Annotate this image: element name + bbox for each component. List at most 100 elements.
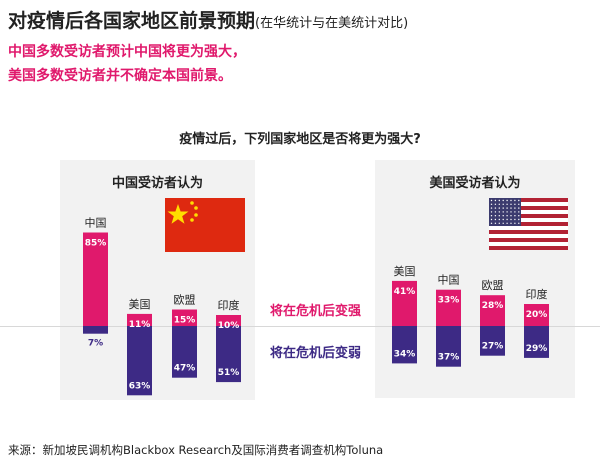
flag-star — [506, 203, 508, 205]
value-label-weaker: 7% — [88, 339, 103, 349]
value-label-stronger: 85% — [85, 239, 107, 249]
value-label-stronger: 28% — [482, 301, 504, 311]
flag-star — [498, 211, 500, 213]
flag-star — [490, 211, 493, 213]
page-title: 对疫情后各国家地区前景预期(在华统计与在美统计对比) — [8, 6, 408, 33]
flag-star — [514, 203, 516, 205]
flag-star — [506, 207, 508, 209]
china-flag — [165, 198, 245, 252]
flag-canton — [489, 198, 521, 226]
flag-star — [506, 218, 508, 221]
flag-star — [490, 207, 493, 209]
flag-star — [518, 222, 520, 224]
category-label: 印度 — [526, 287, 548, 301]
category-label: 美国 — [129, 298, 151, 311]
flag-star — [502, 207, 504, 209]
subtitle: 中国多数受访者预计中国将更为强大， 美国多数受访者并不确定本国前景。 — [8, 40, 246, 88]
flag-stripe — [489, 246, 568, 250]
flag-star — [514, 211, 516, 213]
bar-stronger — [172, 309, 197, 326]
flag-star — [506, 199, 508, 202]
flag-star — [490, 199, 493, 202]
flag-star — [494, 211, 497, 213]
flag-star — [490, 222, 493, 224]
title-note: (在华统计与在美统计对比) — [255, 16, 409, 31]
flag-stripe — [489, 226, 568, 230]
flag-star — [514, 215, 516, 217]
value-label-stronger: 20% — [526, 310, 548, 320]
flag-stripe — [489, 206, 568, 210]
flag-star — [502, 199, 504, 202]
bar-weaker — [127, 326, 152, 396]
flag-star — [502, 222, 504, 224]
flag-star — [514, 207, 516, 209]
flag-star — [494, 199, 497, 202]
usa-flag — [489, 198, 568, 250]
value-label-stronger: 33% — [438, 296, 460, 306]
flag-stripe — [489, 218, 568, 222]
flag-stripe — [489, 222, 568, 226]
bar-stronger — [83, 232, 108, 326]
flag-star — [518, 215, 520, 217]
flag-star — [494, 218, 497, 221]
flag-star — [510, 218, 512, 221]
bar-weaker — [436, 326, 461, 367]
legend-stronger: 将在危机后变强 — [270, 304, 362, 319]
flag-star — [502, 211, 504, 213]
value-label-weaker: 63% — [129, 381, 151, 391]
flag-star — [498, 222, 500, 224]
value-label-weaker: 47% — [174, 364, 196, 374]
flag-star — [498, 207, 500, 209]
flag-star — [490, 215, 493, 217]
flag-star — [514, 218, 516, 221]
flag-star — [494, 215, 497, 217]
subtitle-line: 美国多数受访者并不确定本国前景。 — [8, 68, 232, 84]
legend-weaker: 将在危机后变弱 — [270, 346, 362, 361]
category-label: 欧盟 — [482, 279, 504, 292]
source-note: 来源：新加坡民调机构Blackbox Research及国际消费者调查机构Tol… — [8, 443, 384, 457]
flag-stripe — [489, 234, 568, 238]
bar-stronger — [480, 295, 505, 326]
flag-star — [510, 215, 512, 217]
value-label-weaker: 51% — [218, 368, 240, 378]
bar-stronger — [127, 313, 152, 326]
bar-stronger — [392, 280, 417, 326]
flag-stripe — [489, 202, 568, 206]
bar-weaker — [83, 326, 108, 334]
baseline — [0, 326, 600, 327]
title-text: 对疫情后各国家地区前景预期 — [8, 10, 256, 32]
value-label-stronger: 15% — [174, 316, 196, 326]
category-label: 中国 — [438, 274, 460, 287]
flag-star — [506, 215, 508, 217]
bar-weaker — [524, 326, 549, 358]
flag-star — [506, 211, 508, 213]
value-label-weaker: 34% — [394, 349, 416, 359]
flag-star — [490, 218, 493, 221]
bar-weaker — [480, 326, 505, 356]
flag-star — [518, 218, 520, 221]
category-label: 欧盟 — [174, 294, 196, 307]
flag-star — [510, 203, 512, 205]
bar-weaker — [392, 326, 417, 364]
flag-star — [502, 203, 504, 205]
value-label-stronger: 41% — [394, 287, 416, 297]
value-label-stronger: 11% — [129, 320, 151, 330]
flag-star — [510, 199, 512, 202]
flag-star — [510, 222, 512, 224]
category-label: 印度 — [218, 298, 240, 312]
flag-stripe — [489, 210, 568, 214]
flag-star — [514, 199, 516, 202]
flag-star — [494, 203, 497, 205]
category-label: 中国 — [85, 217, 107, 230]
flag-star — [510, 207, 512, 209]
flag-star — [494, 222, 497, 224]
bar-weaker — [172, 326, 197, 378]
flag-star — [498, 215, 500, 217]
question: 疫情过后，下列国家地区是否将更为强大? — [179, 132, 421, 147]
panel-title: 美国受访者认为 — [429, 176, 521, 191]
flag-star — [502, 218, 504, 221]
flag-stripe — [489, 238, 568, 242]
flag-star — [518, 199, 520, 202]
flag-star — [498, 218, 500, 221]
value-label-weaker: 37% — [438, 353, 460, 363]
